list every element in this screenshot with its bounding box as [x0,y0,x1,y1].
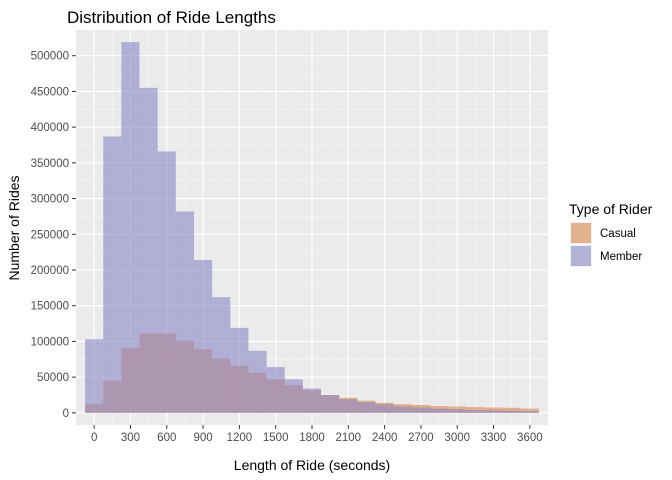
y-tick-label: 100000 [31,336,69,348]
x-tick-label: 0 [91,432,97,444]
bar-member [266,367,285,413]
x-tick-label: 1800 [299,432,325,444]
legend: Type of Rider Casual Member [569,201,653,267]
bar-member [157,151,176,413]
bar-member [502,410,521,413]
x-axis-title: Length of Ride (seconds) [234,457,390,473]
bar-member [212,297,231,413]
bar-member [103,136,122,413]
x-tick-label: 300 [121,432,140,444]
x-tick-label: 3600 [517,432,543,444]
bar-member [339,399,358,413]
y-tick-label: 150000 [31,301,69,313]
legend-swatch-casual [571,223,591,243]
bar-member [284,379,303,413]
x-tick-label: 3000 [444,432,470,444]
x-tick-label: 2700 [408,432,434,444]
bar-casual [520,408,539,413]
y-tick-label: 450000 [31,86,69,98]
legend-swatch-member [571,246,591,266]
bar-member [520,411,539,413]
x-tick-label: 2400 [372,432,398,444]
legend-label-casual: Casual [600,228,636,240]
x-tick-label: 2100 [336,432,362,444]
x-tick-label: 3300 [481,432,507,444]
bar-casual [502,407,521,413]
axes: 0 300 600 900 1200 1500 1800 2100 2400 2700 3000 33… [31,51,543,444]
y-tick-label: 200000 [31,265,69,277]
bar-member [248,350,267,413]
x-tick-label: 1500 [263,432,289,444]
x-tick-label: 1200 [227,432,253,444]
legend-title: Type of Rider [569,201,653,217]
y-tick-label: 300000 [31,194,69,206]
bar-member [139,87,158,413]
bar-member [121,42,140,413]
y-tick-label: 50000 [37,372,69,384]
bar-member [375,404,394,413]
y-axis-title: Number of Rides [6,175,22,280]
bar-member [466,410,485,413]
y-tick-label: 400000 [31,122,69,134]
histogram-bars [85,42,539,413]
y-tick-label: 350000 [31,158,69,170]
bar-member [194,260,213,413]
legend-label-member: Member [600,251,642,263]
bar-member [430,408,449,413]
chart-title: Distribution of Ride Lengths [67,8,276,27]
bar-casual [484,407,503,413]
bar-member [230,327,249,413]
x-tick-label: 900 [193,432,212,444]
bar-member [393,406,412,413]
y-tick-label: 250000 [31,229,69,241]
bar-member [175,211,194,413]
y-tick-label: 0 [63,408,69,420]
bar-member [448,409,467,413]
bar-member [302,388,322,413]
x-tick-label: 600 [157,432,176,444]
bar-member [484,410,503,413]
bar-member [357,402,376,413]
bar-member [85,339,104,413]
bar-member [321,395,340,413]
y-tick-label: 500000 [31,51,69,63]
bar-member [411,407,430,413]
